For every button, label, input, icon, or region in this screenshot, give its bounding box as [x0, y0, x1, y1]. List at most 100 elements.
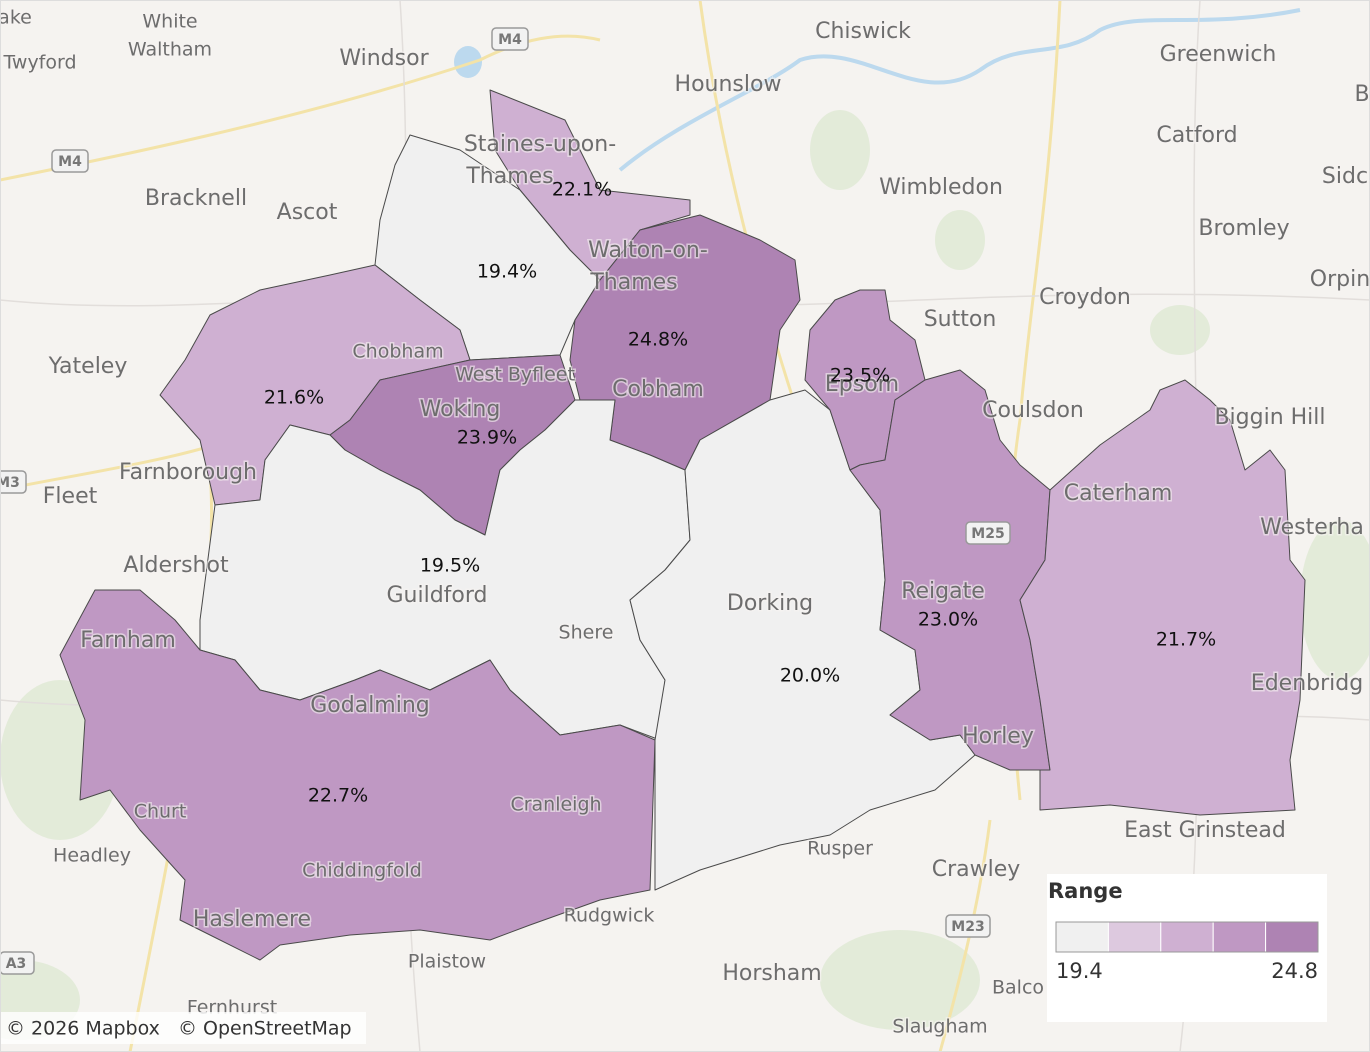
legend-bar-frame	[1055, 921, 1319, 953]
attribution-text: © 2026 Mapbox	[6, 1018, 160, 1040]
legend-title: Range	[1048, 879, 1123, 903]
place-label: Cranleigh	[510, 794, 601, 816]
place-label: B	[1354, 82, 1369, 107]
place-label: Crawley	[932, 857, 1021, 882]
region	[849, 369, 1051, 771]
place-label: Thames	[465, 164, 553, 189]
region-label: 23.5%	[830, 365, 890, 387]
road-shield: M23	[945, 914, 991, 938]
place-label: Woking	[420, 397, 501, 422]
place-label: Windsor	[339, 46, 429, 71]
region-label: 20.0%	[780, 665, 840, 687]
place-label: Wimbledon	[879, 175, 1003, 200]
place-label: Dorking	[727, 591, 813, 616]
place-label: White	[142, 11, 197, 33]
region-label: 22.1%	[552, 179, 612, 201]
place-label: Ascot	[277, 200, 338, 225]
shield-label: M4	[498, 32, 522, 48]
place-label: Haslemere	[193, 907, 311, 932]
place-label: Shere	[559, 622, 614, 644]
region-label: 24.8%	[628, 329, 688, 351]
place-label: Yateley	[48, 354, 128, 379]
road-shields: M4 M4 M3 M25 M23 A3	[0, 27, 1011, 975]
place-label: Balco	[992, 977, 1044, 999]
place-label: Chiddingfold	[302, 860, 422, 882]
place-label: Walton-on-	[588, 238, 708, 263]
place-label: Aldershot	[123, 553, 229, 578]
place-label: Catford	[1156, 123, 1237, 148]
shield-label: M25	[971, 526, 1004, 542]
legend-swatch	[1265, 921, 1319, 953]
shield-label: M23	[951, 919, 984, 935]
place-label: Rudgwick	[564, 905, 655, 927]
region-label: 23.9%	[457, 427, 517, 449]
region-label: 22.7%	[308, 785, 368, 807]
road-shield: M25	[965, 521, 1011, 545]
place-label: Edenbridg	[1251, 671, 1363, 696]
region-labels: 22.1% 19.4% 24.8% 21.6% 23.9% 19.5% 22.7…	[264, 179, 1216, 807]
region	[59, 589, 656, 961]
place-label: Orpin	[1310, 267, 1370, 292]
terrain	[0, 110, 1370, 1040]
place-label: Sutton	[924, 307, 997, 332]
place-label: ake	[0, 7, 32, 29]
place-label: Churt	[134, 801, 187, 823]
place-label: East Grinstead	[1124, 818, 1286, 843]
road-shield: M4	[491, 27, 529, 51]
place-label: Rusper	[807, 838, 873, 860]
place-label: Horsham	[722, 961, 821, 986]
place-label: Bromley	[1198, 216, 1289, 241]
region-label: 21.6%	[264, 387, 324, 409]
place-label: Headley	[53, 845, 131, 867]
place-label: Croydon	[1039, 285, 1131, 310]
place-label: Reigate	[901, 579, 985, 604]
place-label: Godalming	[310, 693, 430, 718]
region-label: 19.4%	[477, 261, 537, 283]
place-label: Waltham	[128, 39, 212, 61]
road-shield: M4	[51, 149, 89, 173]
place-label: Fleet	[43, 484, 98, 509]
place-label: Biggin Hill	[1214, 405, 1325, 430]
regions	[59, 89, 1306, 961]
shield-label: A3	[6, 956, 27, 972]
place-label: Chiswick	[815, 19, 911, 44]
place-label: Farnham	[80, 628, 176, 653]
legend: Range 19.4 24.8	[1047, 874, 1327, 1022]
place-label: Twyford	[2, 52, 76, 74]
place-label: Hounslow	[675, 72, 782, 97]
region-label: 19.5%	[420, 555, 480, 577]
place-label: Coulsdon	[982, 398, 1084, 423]
legend-swatch	[1107, 921, 1162, 953]
place-label: Staines-upon-	[464, 132, 616, 157]
place-label: Cobham	[612, 377, 704, 402]
legend-swatch	[1055, 921, 1109, 953]
place-label: Farnborough	[119, 460, 257, 485]
region	[1019, 379, 1306, 816]
road-shield: M3	[0, 470, 27, 494]
place-label: Slaugham	[892, 1016, 987, 1038]
legend-swatch	[1212, 921, 1267, 953]
place-labels: White Waltham Twyford Windsor Chiswick H…	[0, 5, 1370, 1039]
water	[454, 8, 1301, 172]
shield-label: M3	[0, 475, 20, 491]
legend-swatch	[1160, 921, 1214, 953]
place-label: Chobham	[352, 341, 443, 363]
attribution: © 2026 Mapbox © OpenStreetMap	[0, 1012, 366, 1044]
legend-min: 19.4	[1056, 959, 1103, 983]
place-label: Bracknell	[145, 186, 247, 211]
place-label: Guildford	[386, 583, 487, 608]
place-label: Horley	[962, 724, 1034, 749]
place-label: Greenwich	[1160, 42, 1277, 67]
road-shield: A3	[0, 951, 35, 975]
place-label: Westerha	[1260, 515, 1364, 540]
attribution-text: © OpenStreetMap	[178, 1018, 352, 1040]
place-label: West Byfleet	[455, 364, 575, 386]
legend-max: 24.8	[1271, 959, 1318, 983]
region-label: 23.0%	[918, 609, 978, 631]
place-label: Plaistow	[408, 951, 486, 973]
place-label: Sidc	[1322, 164, 1368, 189]
shield-label: M4	[58, 154, 82, 170]
attribution-box	[0, 1012, 366, 1044]
